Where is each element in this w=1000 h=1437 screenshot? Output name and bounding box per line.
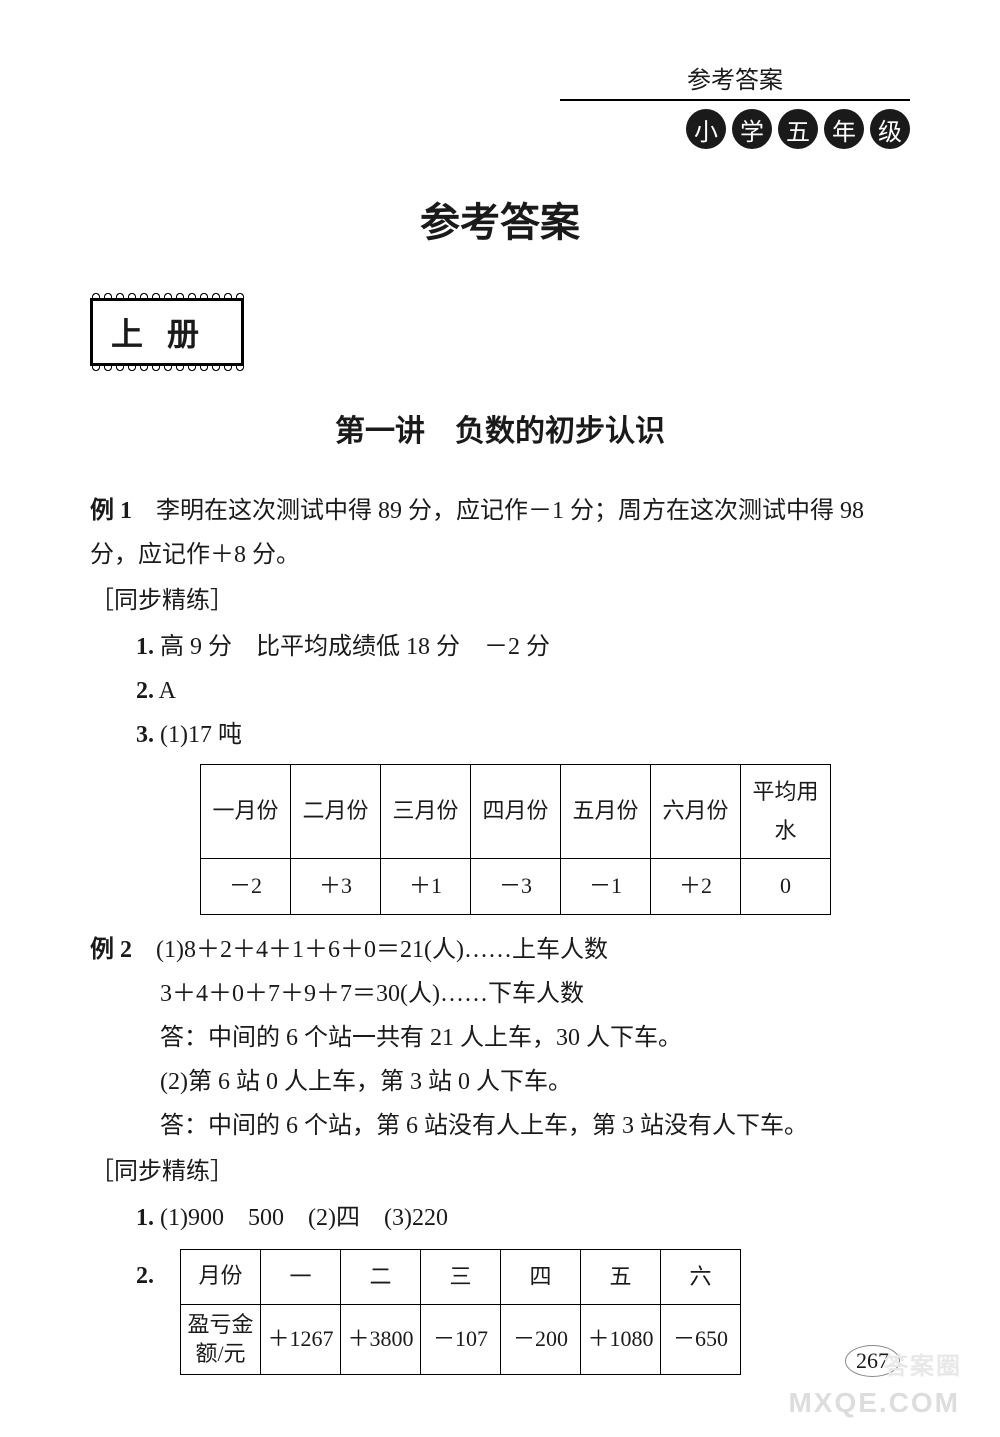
example2-line4: (2)第 6 站 0 人上车，第 3 站 0 人下车。: [90, 1061, 910, 1103]
table-rowhead: 盈亏金额/元: [181, 1305, 261, 1375]
example1-line1: 例 1 李明在这次测试中得 89 分，应记作－1 分；周方在这次测试中得 98: [90, 490, 910, 532]
practice2-item2-row: 2. 月份 一 二 三 四 五 六 盈亏金额/元 ＋1267 ＋3800 －10…: [90, 1241, 910, 1390]
watermark-cn: 答案圈: [884, 1346, 962, 1381]
badge-char: 小: [686, 109, 726, 149]
table-header: 平均用水: [741, 765, 831, 859]
table-row: 一月份 二月份 三月份 四月份 五月份 六月份 平均用水: [201, 765, 831, 859]
volume-box: 上册: [90, 298, 244, 366]
example2-line3: 答：中间的 6 个站一共有 21 人上车，30 人下车。: [90, 1017, 910, 1059]
table-rowhead: 月份: [181, 1249, 261, 1305]
example2-label: 例 2: [90, 937, 132, 963]
table-cell: ＋3800: [341, 1305, 421, 1375]
table-header: 三月份: [381, 765, 471, 859]
table-cell: ＋1: [381, 859, 471, 915]
table-cell: －200: [501, 1305, 581, 1375]
main-title: 参考答案: [90, 190, 910, 248]
table-header: 二月份: [291, 765, 381, 859]
table2-profit-loss: 月份 一 二 三 四 五 六 盈亏金额/元 ＋1267 ＋3800 －107 －…: [180, 1249, 741, 1376]
example2-line5: 答：中间的 6 个站，第 6 站没有人上车，第 3 站没有人下车。: [90, 1105, 910, 1147]
practice1-label: ［同步精练］: [90, 580, 910, 622]
practice1-item1: 1. 高 9 分 比平均成绩低 18 分 －2 分: [90, 626, 910, 668]
table-cell: －2: [201, 859, 291, 915]
volume-text: 上册: [111, 316, 223, 352]
table-cell: ＋2: [651, 859, 741, 915]
table-cell: 二: [341, 1249, 421, 1305]
table1-water-usage: 一月份 二月份 三月份 四月份 五月份 六月份 平均用水 －2 ＋3 ＋1 －3…: [200, 764, 831, 915]
example2-text1: (1)8＋2＋4＋1＋6＋0＝21(人)……上车人数: [132, 937, 608, 963]
item-text: (1)900 500 (2)四 (3)220: [154, 1205, 448, 1231]
watermark-en: MXQE.COM: [788, 1387, 960, 1419]
table-row: 月份 一 二 三 四 五 六: [181, 1249, 741, 1305]
practice2-label: ［同步精练］: [90, 1151, 910, 1193]
item-text: A: [154, 678, 176, 704]
header-ref-text: 参考答案: [560, 60, 910, 95]
table-cell: 三: [421, 1249, 501, 1305]
table-cell: 0: [741, 859, 831, 915]
content-body: 例 1 李明在这次测试中得 89 分，应记作－1 分；周方在这次测试中得 98 …: [90, 490, 910, 1389]
badge-char: 年: [824, 109, 864, 149]
table-row: －2 ＋3 ＋1 －3 －1 ＋2 0: [201, 859, 831, 915]
item-num: 3.: [136, 722, 154, 748]
practice2-item1: 1. (1)900 500 (2)四 (3)220: [90, 1197, 910, 1239]
item-num: 1.: [136, 1205, 154, 1231]
table-cell: 五: [581, 1249, 661, 1305]
item-num: 2.: [136, 678, 154, 704]
badge-char: 学: [732, 109, 772, 149]
table-header: 一月份: [201, 765, 291, 859]
table-cell: －3: [471, 859, 561, 915]
example2-line1: 例 2 (1)8＋2＋4＋1＋6＋0＝21(人)……上车人数: [90, 929, 910, 971]
table-row: 盈亏金额/元 ＋1267 ＋3800 －107 －200 ＋1080 －650: [181, 1305, 741, 1375]
example2-line2: 3＋4＋0＋7＋9＋7＝30(人)……下车人数: [90, 973, 910, 1015]
item-text: (1)17 吨: [154, 722, 242, 748]
example1-label: 例 1: [90, 498, 132, 524]
badge-char: 级: [870, 109, 910, 149]
table-cell: 四: [501, 1249, 581, 1305]
table-cell: －107: [421, 1305, 501, 1375]
table-header: 六月份: [651, 765, 741, 859]
table-cell: －650: [661, 1305, 741, 1375]
table-cell: ＋3: [291, 859, 381, 915]
table-cell: 六: [661, 1249, 741, 1305]
practice1-item3: 3. (1)17 吨: [90, 714, 910, 756]
table-cell: ＋1080: [581, 1305, 661, 1375]
badge-char: 五: [778, 109, 818, 149]
item-num: 1.: [136, 634, 154, 660]
table-cell: ＋1267: [261, 1305, 341, 1375]
grade-badges: 小 学 五 年 级: [560, 109, 910, 149]
page-header: 参考答案 小 学 五 年 级: [560, 60, 910, 149]
example1-line2: 分，应记作＋8 分。: [90, 534, 910, 576]
lesson-title: 第一讲 负数的初步认识: [90, 406, 910, 450]
table-header: 四月份: [471, 765, 561, 859]
header-divider: [560, 99, 910, 101]
example1-text1: 李明在这次测试中得 89 分，应记作－1 分；周方在这次测试中得 98: [132, 498, 864, 524]
table-cell: 一: [261, 1249, 341, 1305]
item-text: 高 9 分 比平均成绩低 18 分 －2 分: [154, 634, 550, 660]
item-num: 2.: [90, 1241, 180, 1297]
table-cell: －1: [561, 859, 651, 915]
table-header: 五月份: [561, 765, 651, 859]
practice1-item2: 2. A: [90, 670, 910, 712]
